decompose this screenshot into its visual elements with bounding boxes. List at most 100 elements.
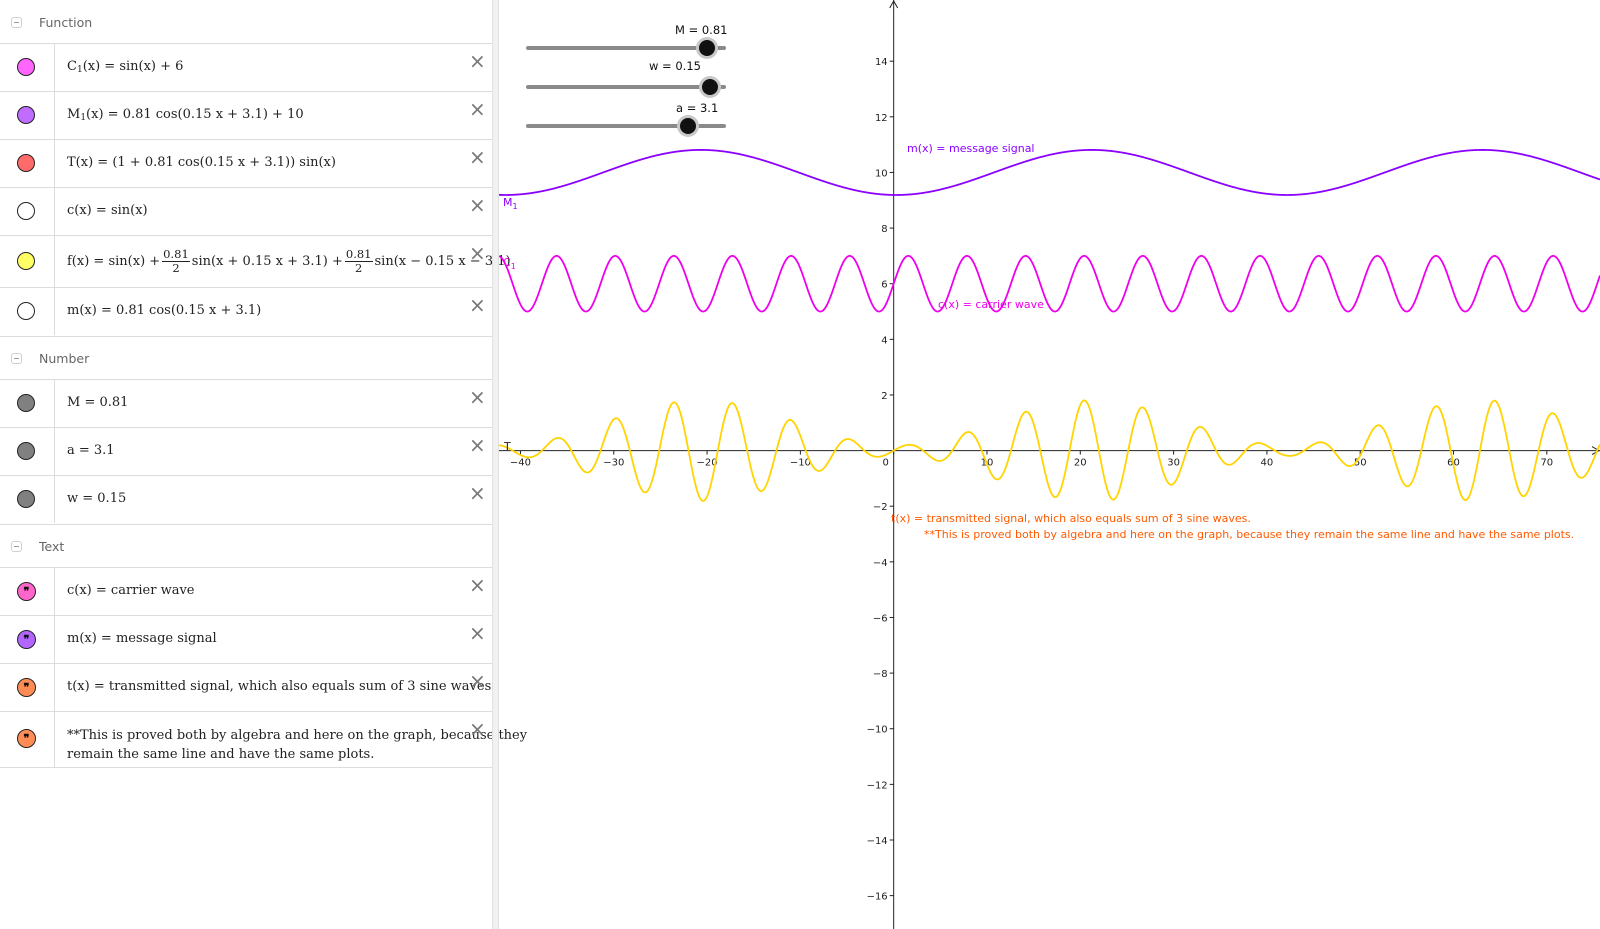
y-tick-label: 6 [881,280,887,291]
curve-label-T: T [503,440,511,453]
y-tick-label: −14 [867,836,888,847]
x-tick-label: 0 [882,458,888,469]
annotation-proof: **This is proved both by algebra and her… [924,528,1574,541]
x-tick-label: −20 [697,458,718,469]
text-def-transmitted[interactable]: t(x) = transmitted signal, which also eq… [67,679,496,694]
slider-handle-w[interactable] [702,79,718,95]
category-number: Number [0,336,492,380]
delete-icon[interactable]: × [469,293,486,317]
delete-icon[interactable]: × [469,717,486,741]
graphics-view[interactable]: −40 −30 −20 −10 0 10 20 30 40 50 60 70 −16 −14 −12 −10−… [499,0,1600,929]
slider-label-a: a = 3.1 [676,101,719,115]
algebra-view: Function C1(x) = sin(x) + 6 × M1(x) = 0.… [0,0,527,929]
visibility-toggle-t[interactable] [17,154,35,172]
number-def-M[interactable]: M = 0.81 [67,395,129,410]
annotation-message: m(x) = message signal [907,142,1035,155]
text-row-proof[interactable]: ❞ **This is proved both by algebra and h… [0,711,527,768]
function-row-c1[interactable]: C1(x) = sin(x) + 6 × [0,43,492,91]
y-tick-label: −16 [867,892,888,903]
delete-icon[interactable]: × [469,573,486,597]
x-axis-arrow [1591,446,1600,456]
delete-icon[interactable]: × [469,385,486,409]
annotation-carrier: c(x) = carrier wave [938,298,1044,311]
text-row-message[interactable]: ❞ m(x) = message signal × [0,615,492,663]
number-row-a[interactable]: a = 3.1 × [0,427,492,475]
function-row-m1[interactable]: M1(x) = 0.81 cos(0.15 x + 3.1) + 10 × [0,91,492,139]
category-label: Function [39,15,93,30]
visibility-toggle-c1[interactable] [17,58,35,76]
collapse-number-toggle[interactable] [11,353,22,364]
number-def-w[interactable]: w = 0.15 [67,491,127,506]
y-axis-arrow [889,0,899,9]
view-divider[interactable] [492,0,499,929]
number-def-a[interactable]: a = 3.1 [67,443,115,458]
collapse-text-toggle[interactable] [11,541,22,552]
x-tick-label: −10 [790,458,811,469]
delete-icon[interactable]: × [469,193,486,217]
delete-icon[interactable]: × [469,241,486,265]
slider-track-M[interactable] [526,46,726,50]
slider-track-w[interactable] [526,85,726,89]
function-def-m[interactable]: m(x) = 0.81 cos(0.15 x + 3.1) [67,303,262,318]
series-T [499,399,1600,502]
slider-handle-a[interactable] [680,118,696,134]
delete-icon[interactable]: × [469,621,486,645]
visibility-toggle-m1[interactable] [17,106,35,124]
annotation-transmitted: t(x) = transmitted signal, which also eq… [891,512,1251,525]
x-tick-label: −40 [510,458,531,469]
graph-canvas[interactable]: −40 −30 −20 −10 0 10 20 30 40 50 60 70−16−14−12−10−… [499,0,1600,929]
number-row-M[interactable]: M = 0.81 × [0,379,492,427]
delete-icon[interactable]: × [469,97,486,121]
visibility-toggle-f[interactable] [17,252,35,270]
quote-icon[interactable]: ❞ [17,729,36,748]
x-tick-label: 70 [1540,458,1553,469]
visibility-toggle-c[interactable] [17,202,35,220]
text-def-proof[interactable]: **This is proved both by algebra and her… [67,728,528,762]
text-def-message[interactable]: m(x) = message signal [67,631,217,646]
visibility-toggle-M[interactable] [17,394,35,412]
number-row-w[interactable]: w = 0.15 × [0,475,492,523]
quote-icon[interactable]: ❞ [17,582,36,601]
visibility-toggle-m[interactable] [17,302,35,320]
text-row-transmitted[interactable]: ❞ t(x) = transmitted signal, which also … [0,663,496,711]
text-row-carrier[interactable]: ❞ c(x) = carrier wave × [0,567,492,615]
delete-icon[interactable]: × [469,669,486,693]
x-tick-label: 40 [1261,458,1274,469]
text-def-carrier[interactable]: c(x) = carrier wave [67,583,195,598]
visibility-toggle-a[interactable] [17,442,35,460]
delete-icon[interactable]: × [469,145,486,169]
x-tick-label: 50 [1354,458,1367,469]
y-tick-label: −8 [873,669,888,680]
series-M1 [499,149,1600,196]
category-function: Function [0,1,492,45]
quote-icon[interactable]: ❞ [17,630,36,649]
y-tick-label: −2 [873,502,888,513]
y-tick-label: −12 [867,780,888,791]
slider-track-a[interactable] [526,124,726,128]
function-row-f[interactable]: f(x) = sin(x) +0.81 2 sin(x + 0.15 x + 3.1… [0,235,511,287]
visibility-toggle-w[interactable] [17,490,35,508]
function-row-t[interactable]: T(x) = (1 + 0.81 cos(0.15 x + 3.1)) sin(… [0,139,492,187]
collapse-function-toggle[interactable] [11,17,22,28]
category-label: Number [39,351,90,366]
y-tick-label: 8 [881,224,887,235]
function-def-f[interactable]: f(x) = sin(x) +0.81 2 sin(x + 0.15 x + 3.1… [67,247,511,275]
y-tick-label: −10 [867,725,888,736]
delete-icon[interactable]: × [469,433,486,457]
series-C1 [499,254,1600,313]
y-tick-label: −6 [873,613,888,624]
delete-icon[interactable]: × [469,481,486,505]
function-row-c[interactable]: c(x) = sin(x) × [0,187,492,235]
y-tick-label: 10 [875,168,888,179]
curve-label-C1: C1 [503,256,516,271]
x-tick-label: −30 [603,458,624,469]
function-def-c[interactable]: c(x) = sin(x) [67,203,148,218]
slider-handle-M[interactable] [699,40,715,56]
function-def-m1[interactable]: M1(x) = 0.81 cos(0.15 x + 3.1) + 10 [67,107,304,123]
y-tick-label: 14 [875,57,888,68]
function-def-t[interactable]: T(x) = (1 + 0.81 cos(0.15 x + 3.1)) sin(… [67,155,336,170]
function-row-m[interactable]: m(x) = 0.81 cos(0.15 x + 3.1) × [0,287,492,335]
quote-icon[interactable]: ❞ [17,678,36,697]
delete-icon[interactable]: × [469,49,486,73]
function-def-c1[interactable]: C1(x) = sin(x) + 6 [67,59,184,75]
